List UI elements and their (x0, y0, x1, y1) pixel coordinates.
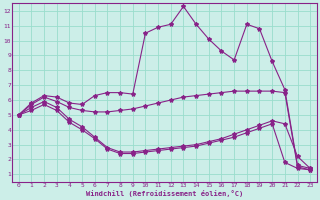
X-axis label: Windchill (Refroidissement éolien,°C): Windchill (Refroidissement éolien,°C) (86, 190, 243, 197)
